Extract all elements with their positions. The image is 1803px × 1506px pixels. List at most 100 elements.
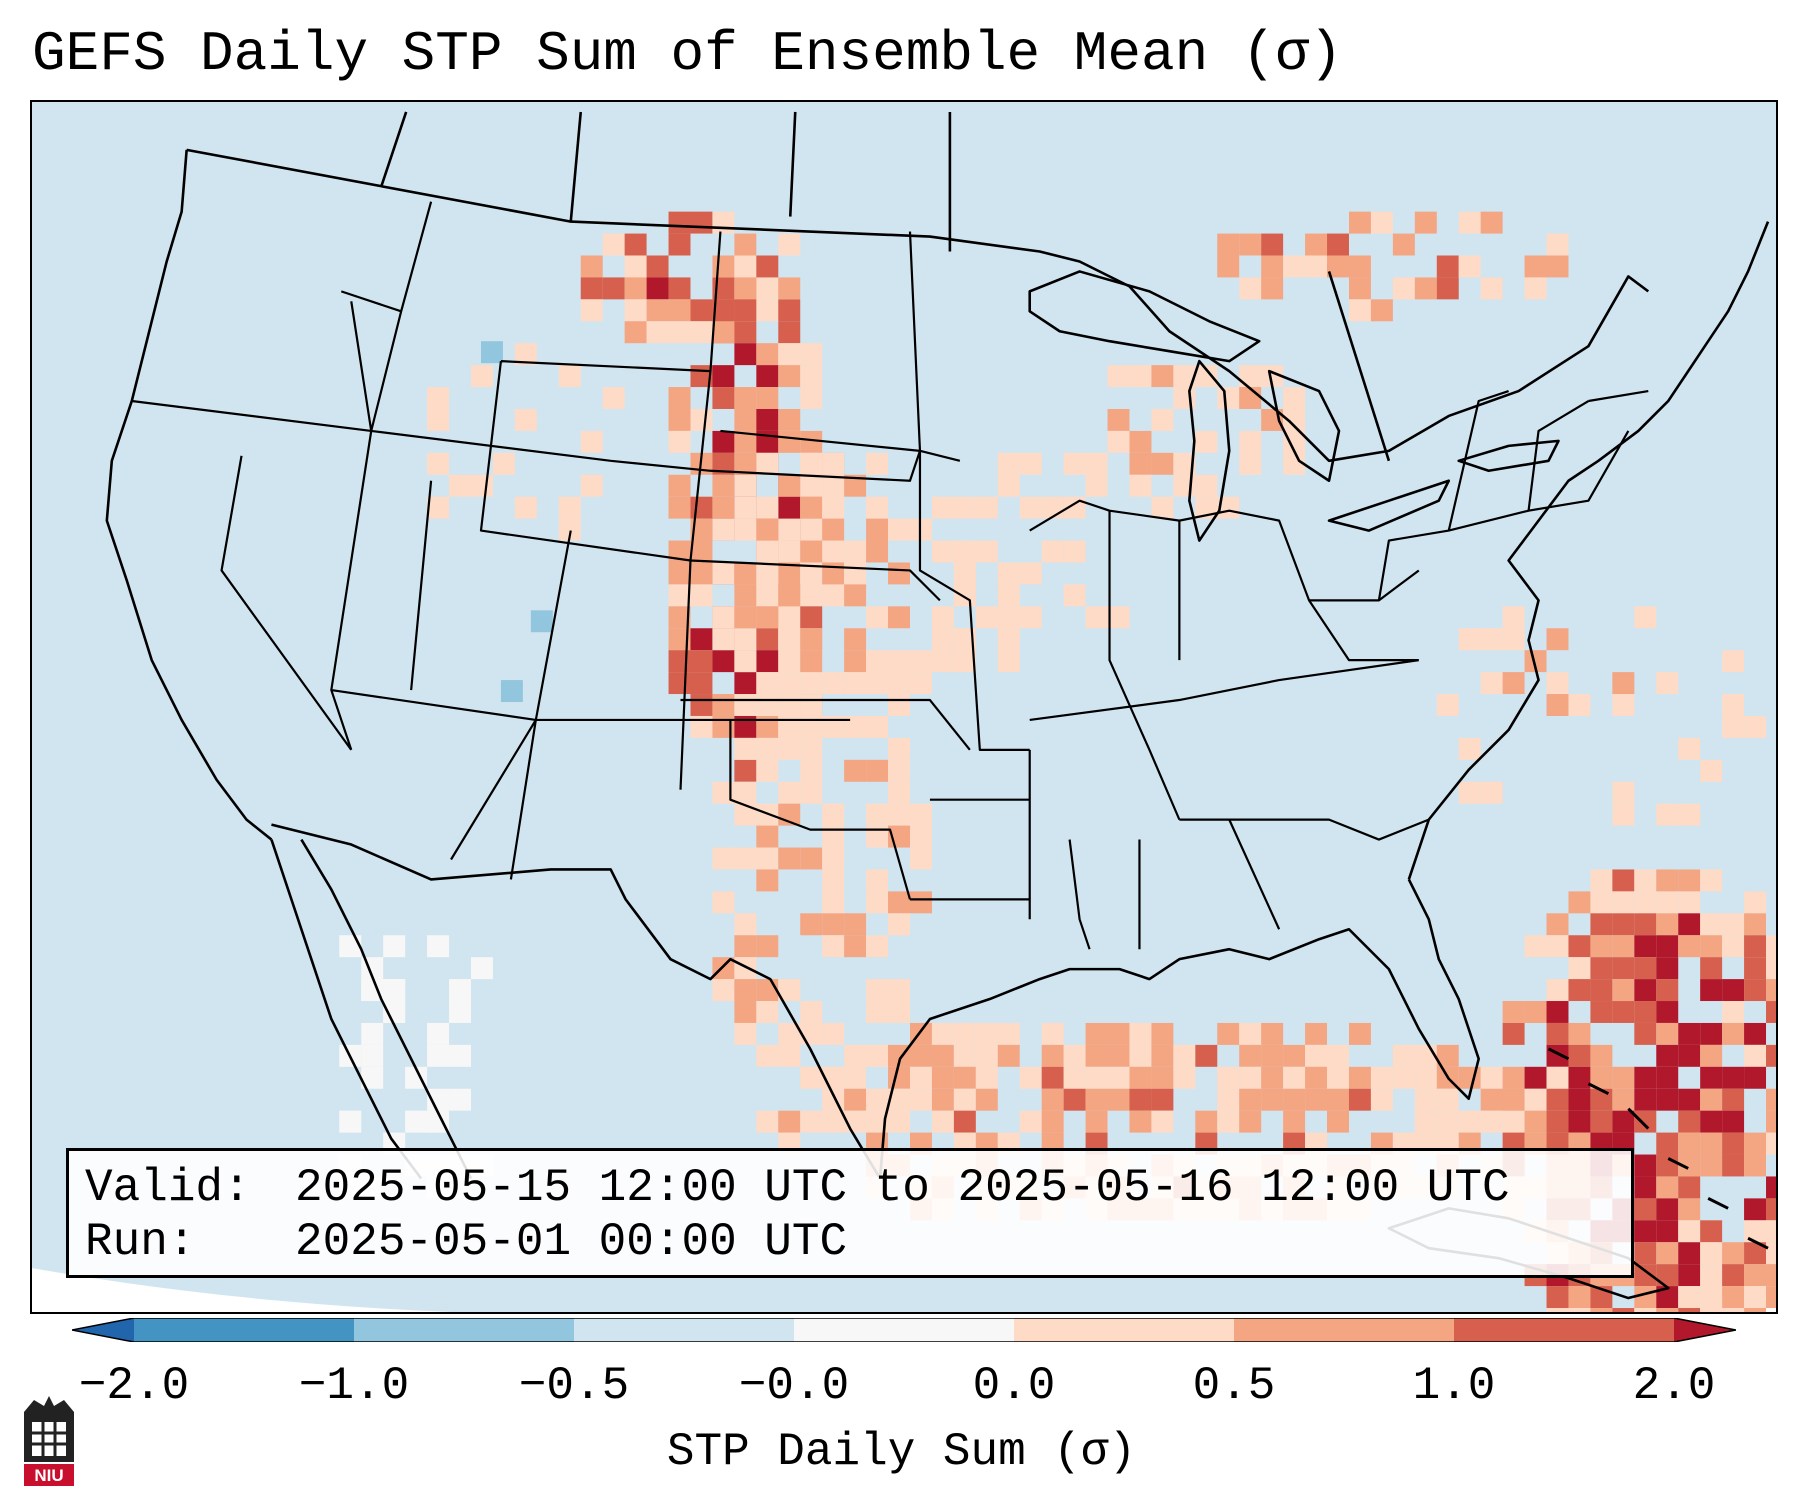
field-cell: [1458, 1066, 1481, 1089]
field-cell: [888, 1110, 910, 1133]
field-cell: [1568, 694, 1591, 716]
field-cell: [1348, 1066, 1371, 1089]
field-cell: [712, 606, 735, 629]
field-cell: [909, 672, 932, 695]
field-cell: [427, 408, 450, 431]
field-cell: [1590, 891, 1613, 914]
field-cell: [712, 628, 735, 651]
field-cell: [1414, 211, 1437, 234]
field-cell: [1700, 1022, 1723, 1045]
field-cell: [1678, 1110, 1701, 1133]
field-cell: [1590, 913, 1613, 936]
field-cell: [1634, 1176, 1657, 1199]
field-cell: [1612, 1066, 1635, 1089]
field-cell: [1436, 277, 1459, 300]
field-cell: [1524, 935, 1547, 958]
colorbar-bin: [134, 1318, 355, 1342]
field-cell: [1502, 606, 1525, 629]
field-cell: [997, 562, 1020, 585]
field-cell: [1283, 408, 1306, 431]
field-cell: [1502, 1088, 1525, 1111]
field-cell: [1085, 1088, 1108, 1111]
field-cell: [1722, 1001, 1745, 1023]
field-cell: [1107, 365, 1130, 388]
field-cell: [997, 628, 1020, 651]
field-cell: [1656, 1154, 1679, 1177]
field-cell: [734, 562, 757, 585]
field-cell: [1063, 496, 1086, 519]
field-cell: [492, 452, 515, 475]
field-cell: [1590, 957, 1613, 980]
field-cell: [1239, 387, 1262, 409]
field-cell: [383, 979, 406, 1002]
field-cell: [1612, 891, 1635, 914]
field-cell: [602, 387, 625, 409]
field-cell: [1546, 694, 1569, 716]
field-cell: [668, 387, 691, 409]
field-cell: [1634, 979, 1657, 1002]
field-cell: [953, 628, 976, 651]
field-cell: [712, 430, 735, 453]
field-cell: [822, 847, 845, 870]
field-cell: [646, 255, 669, 278]
field-cell: [909, 1066, 932, 1089]
field-cell: [1151, 1088, 1174, 1111]
field-cell: [1019, 452, 1042, 475]
field-cell: [778, 979, 801, 1002]
field-cell: [975, 496, 998, 519]
field-cell: [822, 584, 845, 607]
field-cell: [1744, 913, 1767, 936]
field-cell: [1678, 935, 1701, 958]
field-cell: [756, 1110, 779, 1133]
field-cell: [1414, 1088, 1437, 1111]
field-cell: [1744, 1286, 1767, 1309]
field-cell: [734, 518, 757, 541]
field-cell: [449, 1044, 471, 1067]
us-mexico-border: [271, 823, 882, 1180]
field-cell: [909, 891, 932, 914]
field-cell: [1019, 1066, 1042, 1089]
field-cell: [1722, 1132, 1745, 1155]
field-cell: [997, 474, 1020, 497]
province-line-2: [569, 111, 583, 222]
field-cell: [1129, 365, 1152, 388]
colorbar-extend-max: [1674, 1318, 1736, 1342]
field-cell: [712, 496, 735, 519]
west-coast: [105, 149, 273, 841]
field-cell: [1634, 1022, 1657, 1045]
field-cell: [1656, 979, 1679, 1002]
field-cell: [712, 211, 735, 234]
field-cell: [668, 474, 691, 497]
field-cell: [778, 408, 801, 431]
field-cell: [1327, 1088, 1349, 1111]
field-cell: [1305, 1088, 1328, 1111]
field-cell: [580, 474, 603, 497]
field-cell: [1458, 255, 1481, 278]
field-cell: [1546, 628, 1569, 651]
east-coast: [1407, 221, 1770, 880]
field-cell: [1656, 1066, 1679, 1089]
field-cell: [690, 694, 713, 716]
field-cell: [778, 650, 801, 673]
field-cell: [778, 277, 801, 300]
field-cell: [756, 584, 779, 607]
field-cell: [800, 759, 823, 782]
field-cell: [1744, 891, 1767, 914]
field-cell: [734, 430, 757, 453]
field-cell: [668, 628, 691, 651]
field-cell: [1392, 277, 1415, 300]
field-cell: [1019, 606, 1042, 629]
field-cell: [734, 935, 757, 958]
field-cell: [1612, 781, 1635, 804]
field-cell: [756, 1044, 779, 1067]
field-cell: [822, 825, 845, 848]
field-cell: [1568, 979, 1591, 1002]
field-cell: [1700, 1088, 1723, 1111]
field-cell: [1722, 935, 1745, 958]
field-cell: [1612, 672, 1635, 695]
field-cell: [1634, 1001, 1657, 1023]
field-cell: [844, 474, 867, 497]
field-cell: [624, 255, 647, 278]
field-cell: [1239, 1066, 1262, 1089]
field-cell: [931, 496, 954, 519]
